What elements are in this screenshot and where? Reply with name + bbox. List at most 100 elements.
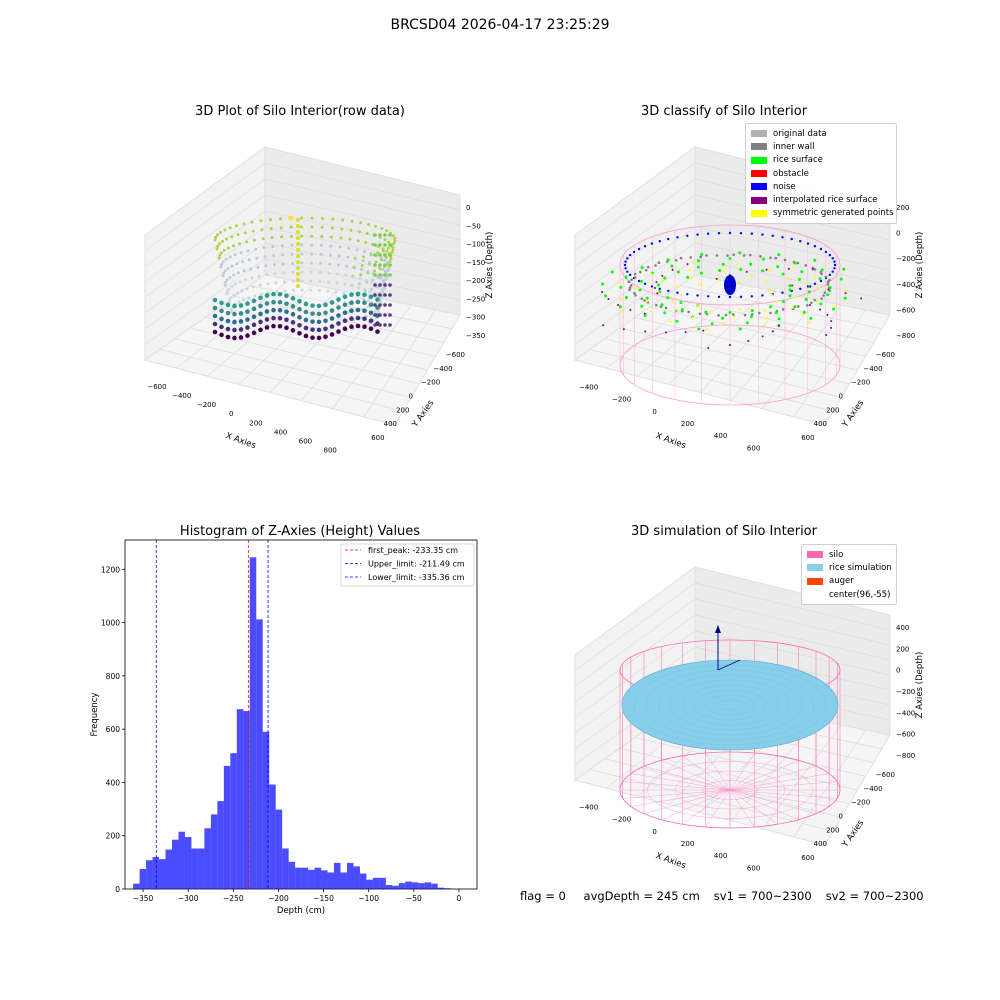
raw-wall-point <box>339 236 343 240</box>
classify-rice-point <box>618 305 622 309</box>
raw-wall-point <box>319 261 323 265</box>
classify-rice-point <box>624 275 628 279</box>
raw-wall-point <box>220 262 224 266</box>
classify-z-label: Z Axies (Depth) <box>915 232 925 299</box>
classify-noise-point <box>819 247 823 251</box>
raw-surface-point <box>368 302 374 308</box>
raw-wall-point <box>321 216 325 220</box>
raw-wall-point <box>320 234 324 238</box>
raw-surface-point <box>219 332 224 338</box>
classify-rice-point <box>601 282 605 286</box>
classify-rice-point <box>728 257 732 260</box>
histogram-bar <box>159 859 166 889</box>
raw-surface-point <box>349 300 354 306</box>
raw-surface-point <box>264 325 270 330</box>
raw-wall-point <box>361 296 365 300</box>
classify-noise-point <box>643 282 647 286</box>
classify-wall-point <box>823 291 827 294</box>
classify-noise-point <box>706 295 710 298</box>
classify-rice-point <box>686 275 690 279</box>
raw-wall-point <box>265 273 269 277</box>
raw-wall-point <box>309 288 313 292</box>
classify-interpolated-point <box>707 346 710 349</box>
raw-wall-point <box>388 243 392 247</box>
raw-wall-point <box>300 261 304 265</box>
raw-surface-point <box>329 324 335 329</box>
classify-wall-point <box>717 314 720 317</box>
classify-wall-point <box>654 264 657 267</box>
classify-legend-swatch <box>751 143 767 151</box>
raw-wall-point <box>228 255 232 259</box>
classify-symmetric-point <box>635 286 638 290</box>
simulation-grid-line <box>694 614 891 661</box>
raw-wall-point <box>249 267 253 271</box>
raw-wall-point <box>269 227 273 231</box>
simulation-legend-swatch <box>807 551 823 559</box>
classify-symmetric-point <box>834 305 837 309</box>
raw-surface-point <box>355 315 361 321</box>
classify-interpolated-point <box>643 312 646 315</box>
simulation-rice-contour <box>705 694 755 716</box>
raw-wall-point <box>245 240 249 244</box>
raw-wall-point <box>362 249 366 253</box>
classify-rice-point <box>640 265 644 269</box>
raw-surface-point <box>342 310 348 316</box>
raw-wall-point <box>253 294 257 298</box>
raw-surface-point <box>284 317 289 323</box>
simulation-x-tick: −400 <box>579 803 598 811</box>
raw-wall-point <box>344 273 348 277</box>
classify-symmetric-point <box>763 309 766 312</box>
classify-wall-point <box>679 256 683 260</box>
histogram-bar <box>243 711 250 889</box>
classify-rice-point <box>660 303 664 307</box>
simulation-y-tick: −400 <box>863 785 882 793</box>
raw-wall-point <box>291 270 295 274</box>
classify-noise-point <box>696 233 699 236</box>
histogram-x-tick: −350 <box>133 894 154 903</box>
raw-surface-point <box>303 333 309 339</box>
raw-z-tick: −250 <box>466 295 485 303</box>
classify-y-tick: 200 <box>826 406 839 414</box>
raw-surface-point <box>271 307 276 313</box>
raw-grid-line <box>332 304 412 409</box>
classify-grid-line <box>574 178 696 267</box>
classify-interpolated-point <box>827 288 830 291</box>
raw-wall-point <box>238 280 242 284</box>
classify-z-tick: −800 <box>896 332 915 340</box>
raw-wall-point <box>309 279 313 283</box>
raw-surface-point <box>375 297 380 302</box>
classify-z-tick: −600 <box>896 306 915 314</box>
raw-wall-point <box>334 290 338 294</box>
classify-noise-point <box>750 295 754 298</box>
classify-interpolated-point <box>702 329 705 332</box>
classify-rice-point <box>793 305 797 309</box>
raw-wall-point <box>364 240 368 244</box>
histogram-bar <box>210 814 218 889</box>
raw-wall-point <box>300 243 304 247</box>
classify-symmetric-point <box>844 289 847 293</box>
raw-y-label: Y Axies <box>410 398 437 430</box>
raw-surface-point <box>225 302 231 308</box>
raw-wall-point <box>283 289 287 293</box>
raw-surface-point <box>271 315 276 321</box>
histogram-bar <box>217 801 224 889</box>
raw-wall-point <box>290 234 294 238</box>
classify-rice-point <box>826 293 830 297</box>
raw-surface-point <box>329 316 335 321</box>
classify-noise-point <box>637 247 641 251</box>
classify-noise-point <box>658 287 661 290</box>
histogram-bar <box>197 848 205 889</box>
raw-wall-point <box>300 288 304 292</box>
classify-rice-point <box>769 305 773 309</box>
classify-noise-point <box>626 257 629 260</box>
histogram-x-label: Depth (cm) <box>277 906 325 916</box>
classify-wall-point <box>715 254 719 257</box>
raw-wall-point <box>328 262 332 266</box>
classify-noise-point <box>813 282 817 286</box>
raw-wall-point <box>383 243 387 247</box>
raw-z-tick: −150 <box>466 259 485 267</box>
raw-wall-point <box>369 251 373 255</box>
raw-surface-point <box>323 318 328 324</box>
raw-surface-point <box>212 313 218 319</box>
raw-wall-point <box>327 271 331 275</box>
